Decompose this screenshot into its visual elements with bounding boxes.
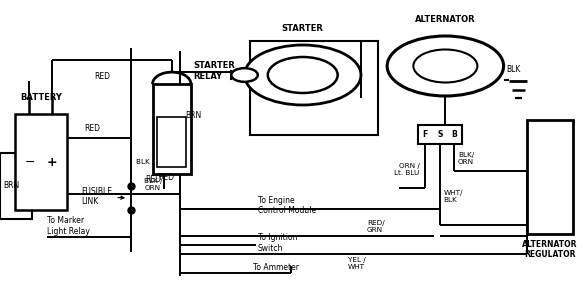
Circle shape xyxy=(231,68,258,82)
Text: BLK /
ORN: BLK / ORN xyxy=(144,178,163,191)
Text: BRN: BRN xyxy=(185,111,201,120)
Circle shape xyxy=(268,57,338,93)
Text: FUSIBLE
LINK: FUSIBLE LINK xyxy=(81,187,124,206)
Text: WHT/
BLK: WHT/ BLK xyxy=(443,190,463,203)
Bar xyxy=(157,117,187,167)
Text: +: + xyxy=(47,155,57,169)
Text: To Ammeter: To Ammeter xyxy=(253,262,300,272)
Text: RED: RED xyxy=(159,172,175,182)
Text: RED: RED xyxy=(84,124,100,134)
Text: YEL /
WHT: YEL / WHT xyxy=(348,257,366,270)
Text: F: F xyxy=(422,130,428,139)
Text: ALTERNATOR
REGULATOR: ALTERNATOR REGULATOR xyxy=(522,240,578,260)
Text: ALTERNATOR: ALTERNATOR xyxy=(415,15,476,24)
Circle shape xyxy=(387,36,504,96)
Text: To Ignition
Switch: To Ignition Switch xyxy=(258,233,297,253)
Text: −: − xyxy=(25,155,36,169)
Text: BLK/
ORN: BLK/ ORN xyxy=(458,152,474,166)
Text: BLK: BLK xyxy=(507,64,521,74)
Text: BATTERY: BATTERY xyxy=(20,93,61,102)
Bar xyxy=(527,120,573,234)
Text: BLK / YEL: BLK / YEL xyxy=(136,159,170,165)
Text: B: B xyxy=(452,130,457,139)
Bar xyxy=(418,124,462,144)
Text: RED: RED xyxy=(145,176,161,184)
Text: To Marker
Light Relay: To Marker Light Relay xyxy=(47,216,90,236)
Text: RED: RED xyxy=(94,72,110,81)
Text: BRN: BRN xyxy=(3,182,19,190)
Bar xyxy=(250,40,378,135)
Bar xyxy=(0,153,32,219)
Text: To Engine
Control Module: To Engine Control Module xyxy=(258,196,316,215)
Text: ORN /
Lt. BLU: ORN / Lt. BLU xyxy=(394,163,419,176)
Circle shape xyxy=(414,50,477,82)
Circle shape xyxy=(245,45,361,105)
Text: STARTER: STARTER xyxy=(282,24,324,33)
Text: S: S xyxy=(437,130,442,139)
Text: RED/
GRN: RED/ GRN xyxy=(367,220,384,232)
Bar xyxy=(153,84,191,174)
Bar xyxy=(15,114,67,210)
Text: STARTER
RELAY: STARTER RELAY xyxy=(193,61,235,81)
